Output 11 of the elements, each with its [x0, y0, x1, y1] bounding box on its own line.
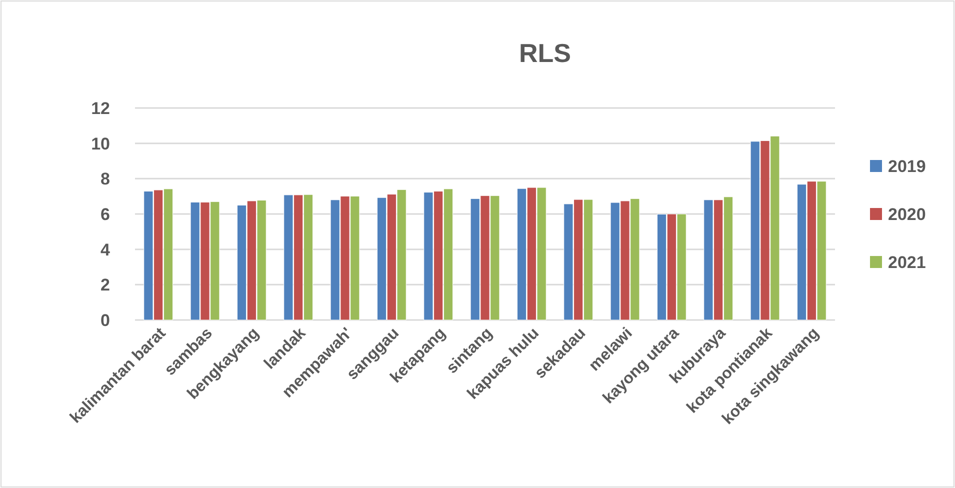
y-tick-label: 8: [100, 170, 110, 189]
legend-label: 2021: [888, 252, 926, 272]
y-tick-label: 2: [100, 276, 110, 295]
y-tick-label: 10: [91, 134, 110, 154]
y-tick-label: 4: [100, 240, 111, 260]
y-tick-label: 12: [91, 98, 110, 118]
chart-title: RLS: [519, 38, 571, 68]
y-tick-label: 6: [100, 204, 110, 224]
legend-label: 2020: [888, 204, 926, 224]
legend-label: 2019: [888, 156, 926, 176]
y-tick-label: 0: [100, 310, 110, 330]
